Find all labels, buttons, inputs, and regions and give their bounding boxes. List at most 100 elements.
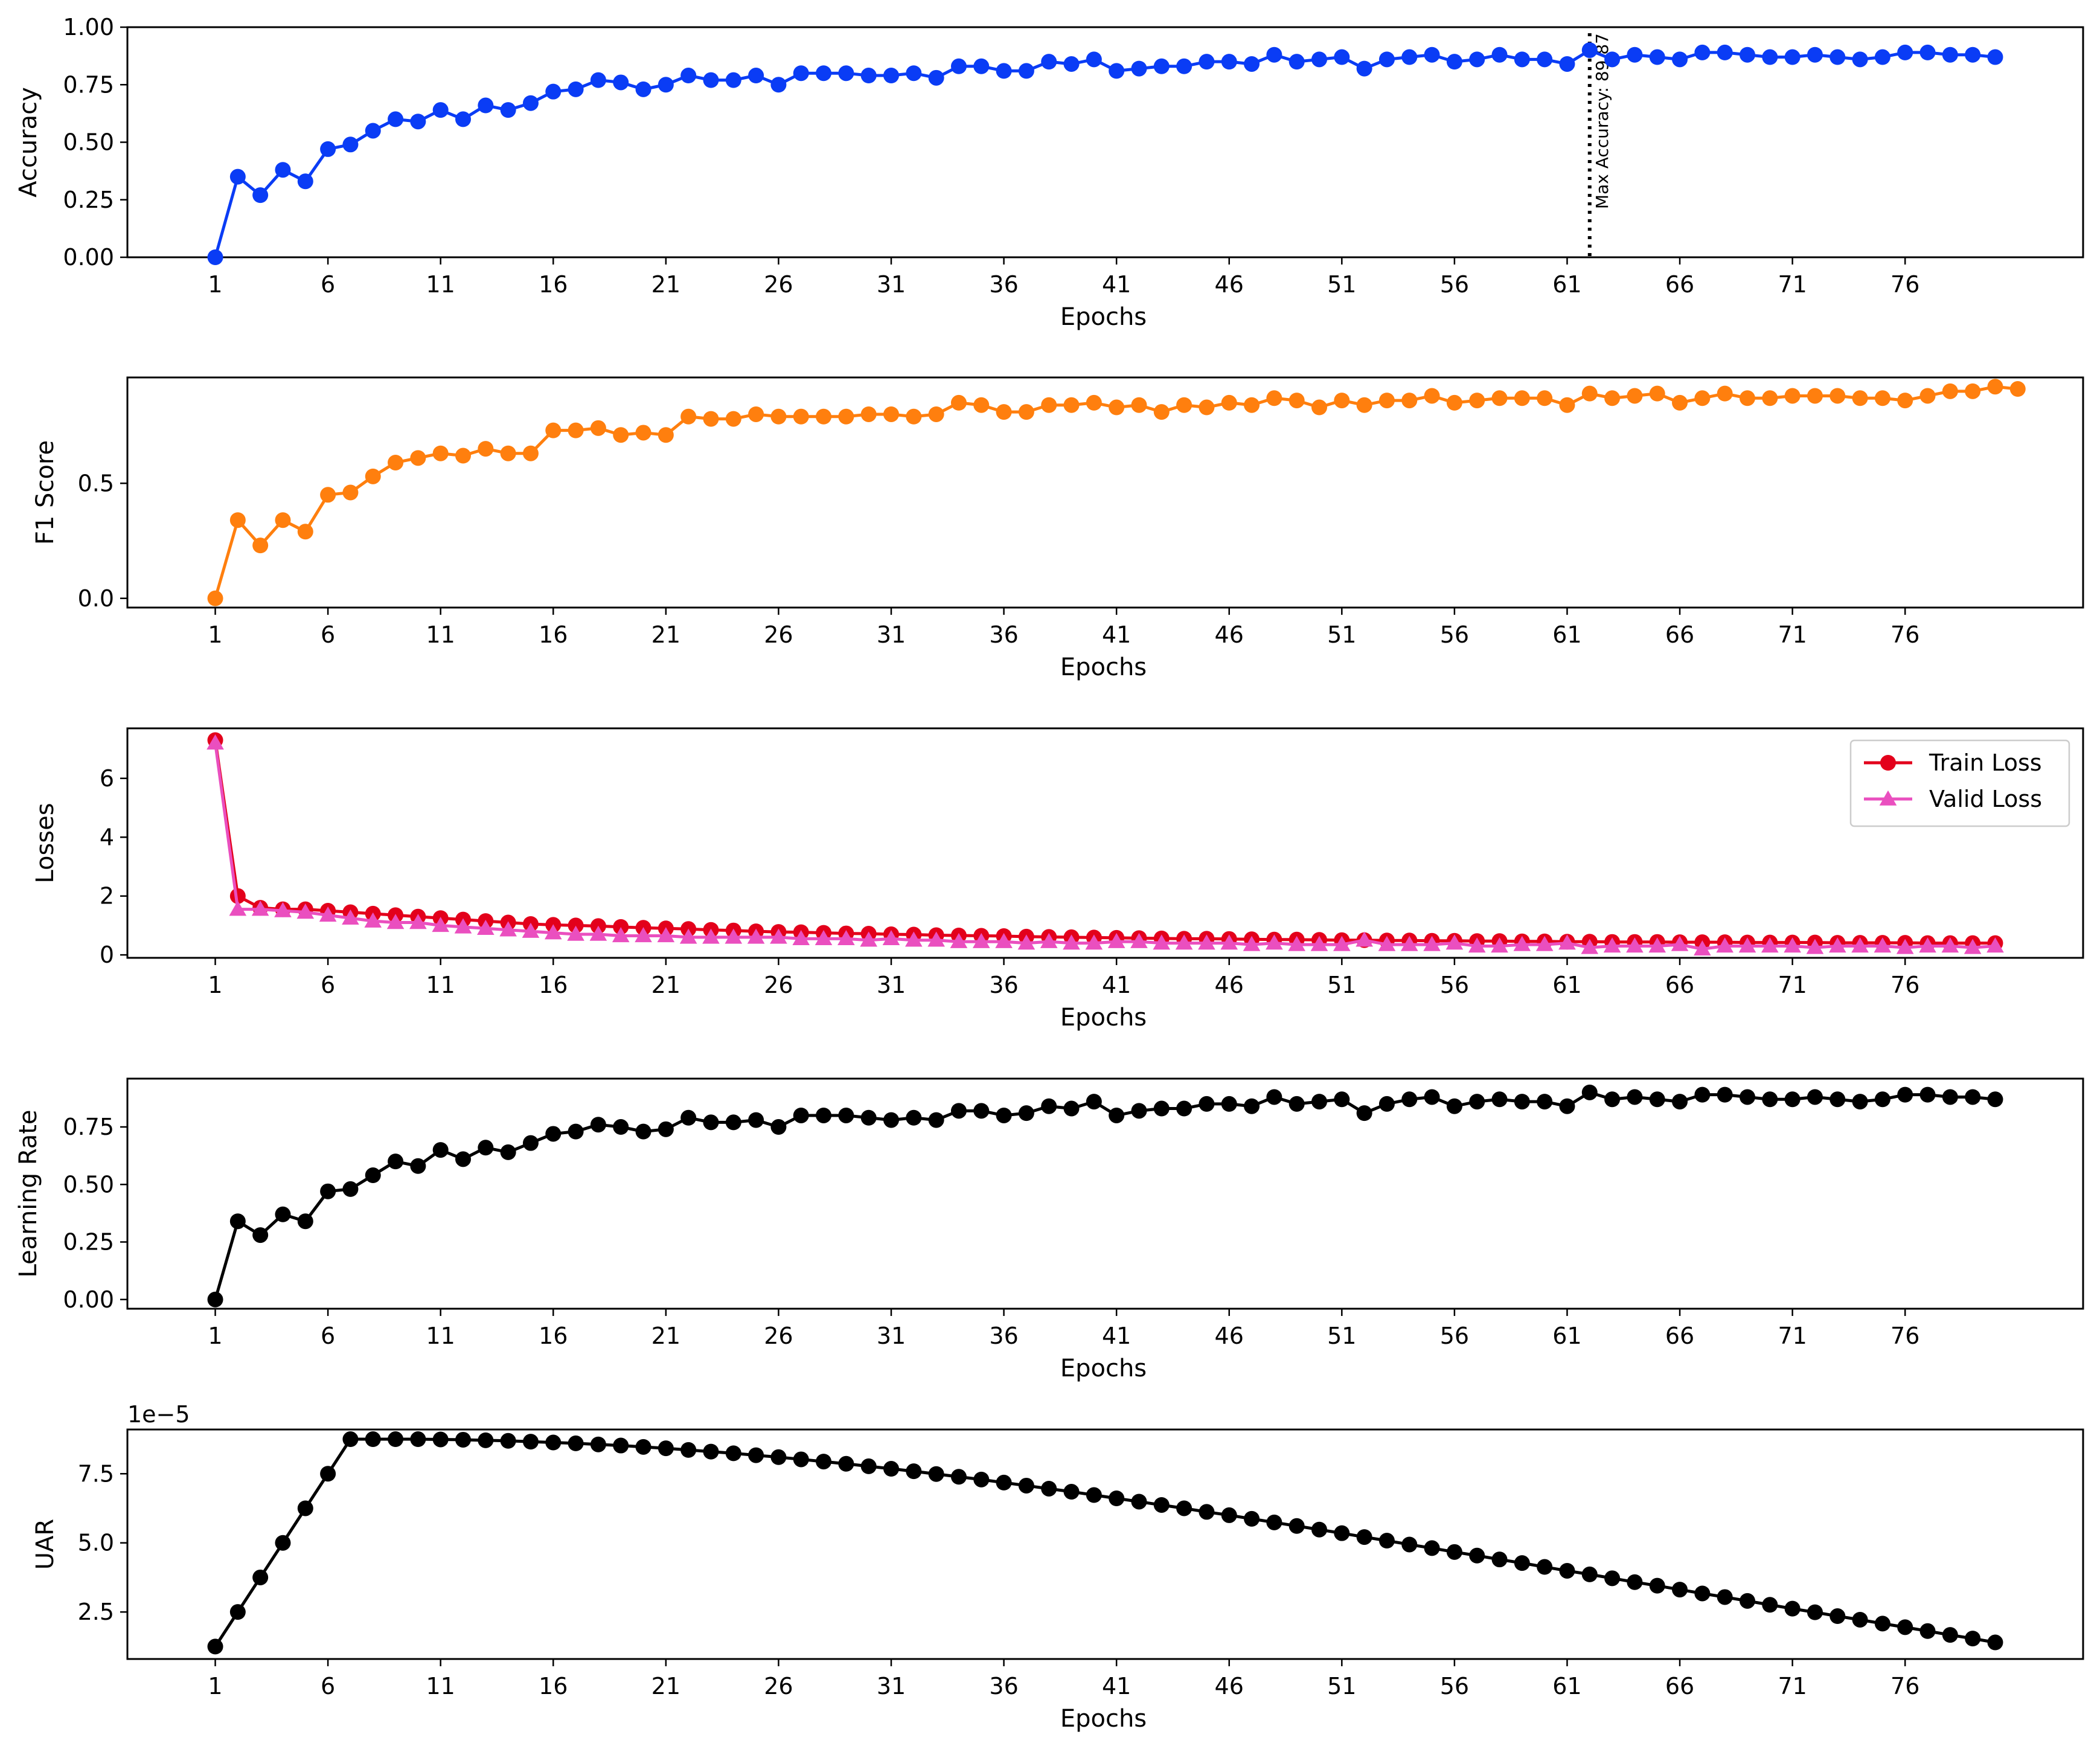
data-point	[275, 1206, 291, 1222]
data-point	[1627, 1574, 1643, 1590]
data-point	[522, 445, 539, 461]
data-point	[1919, 44, 1936, 60]
data-point	[770, 408, 787, 425]
data-point	[1828, 937, 1846, 953]
x-tick-label: 66	[1665, 1323, 1694, 1349]
data-point	[1762, 49, 1778, 65]
data-point	[928, 406, 944, 422]
data-point	[1897, 393, 1913, 409]
data-point	[432, 917, 449, 932]
data-point	[770, 1449, 787, 1465]
data-point	[1965, 47, 1981, 63]
data-point	[883, 1461, 900, 1477]
data-point	[454, 918, 472, 934]
data-point	[432, 102, 449, 118]
data-point	[567, 925, 584, 941]
data-point	[725, 1445, 741, 1462]
data-point	[1288, 54, 1305, 70]
x-tick-label: 76	[1890, 271, 1919, 298]
data-point	[478, 1140, 494, 1156]
data-point	[1807, 47, 1823, 63]
data-point	[679, 928, 697, 944]
x-tick-label: 21	[651, 1323, 680, 1349]
data-point	[1018, 1105, 1034, 1121]
data-point	[1874, 390, 1890, 406]
data-point	[478, 1432, 494, 1448]
data-point	[1739, 390, 1755, 406]
data-point	[793, 408, 809, 425]
data-point	[229, 900, 247, 916]
x-tick-label: 41	[1102, 972, 1131, 998]
data-point	[1041, 1098, 1057, 1114]
data-point	[1424, 47, 1440, 63]
data-point	[206, 734, 224, 750]
x-tick-label: 31	[877, 1673, 906, 1699]
data-point	[455, 111, 472, 127]
x-tick-label: 21	[651, 1673, 680, 1699]
y-tick-label: 0.00	[63, 1286, 114, 1313]
x-tick-label: 51	[1327, 271, 1356, 298]
y-tick-label: 0.50	[63, 129, 114, 156]
data-point	[1378, 51, 1395, 68]
data-point	[635, 81, 651, 97]
data-point	[568, 1123, 584, 1140]
data-point	[1491, 1551, 1508, 1568]
data-point	[229, 1604, 246, 1620]
data-point	[748, 1112, 764, 1128]
x-tick-label: 11	[426, 1673, 455, 1699]
data-point	[748, 1447, 764, 1463]
data-point	[522, 1135, 539, 1151]
data-point	[1762, 1597, 1778, 1613]
data-point	[1672, 1582, 1688, 1598]
data-point	[658, 77, 674, 93]
data-point	[747, 928, 765, 944]
data-point	[816, 65, 832, 82]
data-point	[1784, 49, 1801, 65]
data-point	[275, 512, 291, 528]
data-point	[770, 1119, 787, 1135]
data-point	[1537, 51, 1553, 68]
data-point	[1942, 383, 1958, 399]
data-point	[973, 58, 990, 74]
data-point	[1153, 58, 1170, 74]
data-point	[906, 408, 922, 425]
data-point	[1469, 51, 1485, 68]
data-point	[1244, 1510, 1260, 1527]
data-point	[1131, 60, 1147, 77]
data-point	[1919, 1623, 1936, 1639]
data-point	[838, 1455, 854, 1472]
data-point	[590, 420, 606, 436]
x-tick-label: 41	[1102, 1323, 1131, 1349]
data-point	[1986, 937, 2004, 953]
data-point	[770, 77, 787, 93]
y-tick-label: 5.0	[78, 1530, 114, 1556]
data-point	[296, 903, 315, 919]
data-point	[748, 406, 764, 422]
data-point	[388, 454, 404, 470]
data-point	[702, 928, 720, 944]
data-point	[1199, 54, 1215, 70]
data-point	[1537, 1094, 1553, 1110]
data-point	[1311, 51, 1327, 68]
data-point	[1401, 49, 1418, 65]
data-point	[950, 1103, 967, 1119]
data-point	[838, 408, 854, 425]
data-point	[207, 1638, 223, 1655]
data-point	[1131, 397, 1147, 413]
data-point	[1694, 940, 1711, 956]
data-point	[1649, 1091, 1665, 1108]
data-point	[1491, 390, 1508, 406]
data-point	[1446, 394, 1462, 411]
x-tick-label: 26	[764, 972, 793, 998]
data-point	[432, 1431, 449, 1448]
data-point	[1017, 934, 1036, 950]
y-axis-label: Learning Rate	[14, 1109, 42, 1277]
data-point	[297, 524, 313, 540]
data-point	[928, 1112, 944, 1128]
data-point	[342, 484, 359, 501]
x-axis-label: Epochs	[1060, 1355, 1147, 1382]
data-point	[1627, 47, 1643, 63]
data-point	[1941, 937, 1959, 953]
data-point	[1063, 1484, 1080, 1500]
data-point	[1086, 1487, 1102, 1503]
